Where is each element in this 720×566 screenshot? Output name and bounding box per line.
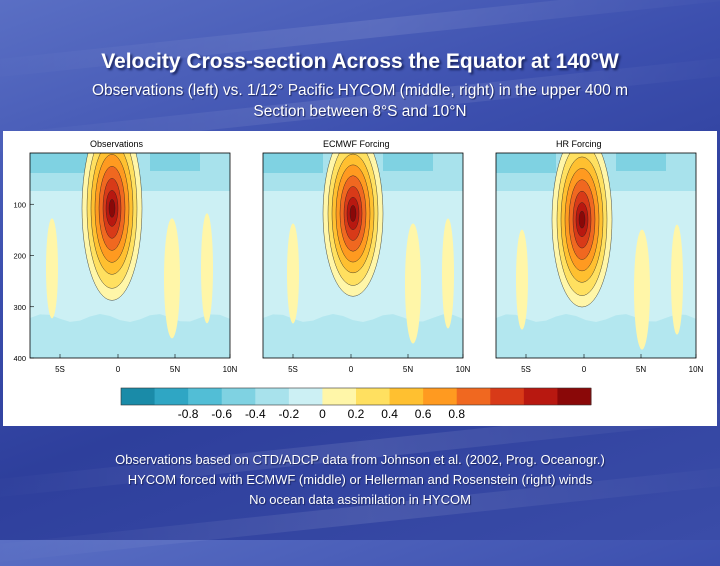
- x-tick-label: 5N: [170, 365, 180, 374]
- colorbar-tick-label: -0.8: [178, 407, 199, 421]
- colorbar-frame: [120, 387, 592, 406]
- colorbar-tick-label: 0.6: [415, 407, 432, 421]
- secondary-jet: [405, 223, 421, 344]
- x-tick-label: 10N: [223, 365, 238, 374]
- x-tick-label: 5N: [636, 365, 646, 374]
- y-tick-label: 100: [13, 200, 26, 209]
- panel-title: ECMWF Forcing: [323, 139, 390, 149]
- slide-subtitle-section: Section between 8°S and 10°N: [253, 103, 467, 120]
- y-tick-label: 300: [13, 303, 26, 312]
- colorbar-swatch: [154, 388, 189, 405]
- colorbar-swatch: [121, 388, 156, 405]
- colorbar-swatch: [523, 388, 558, 405]
- x-tick-label: 0: [349, 365, 354, 374]
- secondary-jet: [634, 229, 650, 350]
- secondary-jet: [164, 218, 180, 339]
- x-tick-label: 10N: [456, 365, 471, 374]
- colorbar-tick-label: -0.4: [245, 407, 266, 421]
- secondary-jet: [516, 229, 528, 330]
- colorbar-swatch: [456, 388, 491, 405]
- colorbar-swatch: [221, 388, 256, 405]
- slide-subtitle: Observations (left) vs. 1/12° Pacific HY…: [92, 82, 628, 99]
- x-tick-label: 5N: [403, 365, 413, 374]
- panel-title: HR Forcing: [556, 139, 602, 149]
- deep-westward-band: [30, 314, 230, 358]
- colorbar-swatch: [356, 388, 391, 405]
- x-tick-label: 10N: [689, 365, 704, 374]
- y-tick-label: 200: [13, 252, 26, 261]
- colorbar-tick-label: 0.2: [348, 407, 365, 421]
- velocity-figure: Observations 5S 0 5N 10N 100 200 300 400 ECMWF Fo…: [3, 131, 717, 426]
- secondary-jet: [46, 218, 58, 319]
- colorbar-swatch: [255, 388, 290, 405]
- y-tick-label: 400: [13, 354, 26, 363]
- caption-forcing: HYCOM forced with ECMWF (middle) or Hell…: [127, 472, 593, 487]
- caption-assimilation: No ocean data assimilation in HYCOM: [249, 492, 471, 507]
- surface-westward-core: [616, 153, 666, 171]
- colorbar-swatch: [490, 388, 525, 405]
- velocity-panel: Observations 5S 0 5N 10N 100 200 300 400: [13, 139, 238, 374]
- surface-westward-core: [30, 153, 90, 173]
- panel-frame: [495, 152, 697, 359]
- surface-westward-core: [150, 153, 200, 171]
- x-tick-label: 0: [116, 365, 121, 374]
- velocity-panel: HR Forcing 5S 0 5N 10N: [495, 139, 704, 374]
- secondary-jet: [442, 218, 454, 329]
- colorbar-swatch: [288, 388, 323, 405]
- undercurrent-contour: [578, 210, 586, 229]
- velocity-panel: ECMWF Forcing 5S 0 5N 10N: [262, 139, 471, 374]
- undercurrent-contour: [108, 199, 116, 218]
- secondary-jet: [671, 224, 683, 335]
- colorbar: -0.8 -0.6 -0.4 -0.2 0 0.2 0.4 0.6 0.8: [120, 387, 592, 421]
- x-tick-label: 5S: [288, 365, 298, 374]
- x-tick-label: 5S: [521, 365, 531, 374]
- velocity-figure-svg: Observations 5S 0 5N 10N 100 200 300 400 ECMWF Fo…: [13, 139, 704, 421]
- colorbar-tick-label: 0.4: [381, 407, 398, 421]
- surface-westward-core: [383, 153, 433, 171]
- colorbar-swatch: [188, 388, 223, 405]
- panel-frame: [262, 152, 464, 359]
- surface-westward-core: [263, 153, 323, 173]
- slide-title: Velocity Cross-section Across the Equato…: [101, 50, 619, 73]
- colorbar-tick-label: 0: [319, 407, 326, 421]
- colorbar-swatch: [322, 388, 357, 405]
- colorbar-swatch: [423, 388, 458, 405]
- x-tick-label: 0: [582, 365, 587, 374]
- x-tick-label: 5S: [55, 365, 65, 374]
- surface-westward-core: [496, 153, 556, 173]
- secondary-jet: [287, 223, 299, 324]
- colorbar-tick-label: -0.2: [279, 407, 300, 421]
- colorbar-swatch: [557, 388, 592, 405]
- secondary-jet: [201, 213, 213, 324]
- panel-title: Observations: [90, 139, 144, 149]
- caption-observations: Observations based on CTD/ADCP data from…: [115, 452, 605, 467]
- colorbar-tick-label: -0.6: [211, 407, 232, 421]
- colorbar-swatch: [389, 388, 424, 405]
- undercurrent-contour: [349, 205, 357, 222]
- colorbar-tick-label: 0.8: [448, 407, 465, 421]
